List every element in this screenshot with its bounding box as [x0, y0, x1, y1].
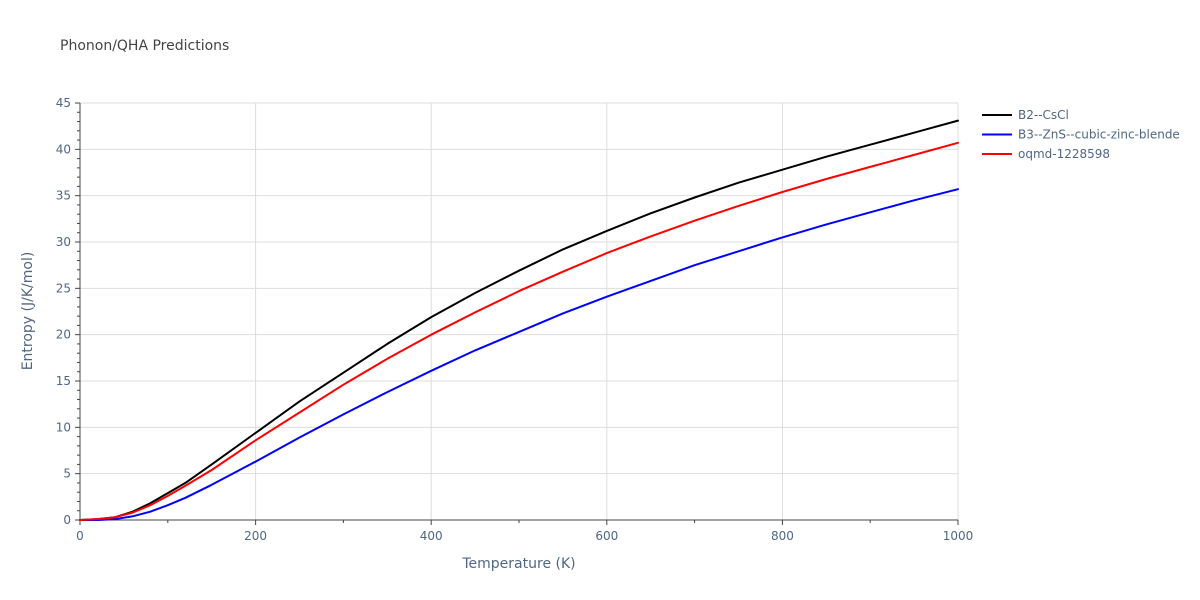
x-tick-label: 1000 — [943, 529, 974, 543]
y-tick-label: 45 — [56, 96, 71, 110]
x-axis-title: Temperature (K) — [461, 556, 575, 572]
y-tick-label: 15 — [56, 374, 71, 388]
x-tick-label: 200 — [244, 529, 267, 543]
series-line-1 — [79, 188, 959, 521]
legend-label-2: oqmd-1228598 — [1018, 147, 1110, 161]
x-tick-label: 600 — [595, 529, 618, 543]
x-tick-label: 0 — [76, 529, 84, 543]
series-lines — [79, 119, 959, 521]
x-tick-label: 800 — [771, 529, 794, 543]
legend-label-1: B3--ZnS--cubic-zinc-blende — [1018, 128, 1180, 142]
grid-lines — [80, 102, 959, 520]
axes: 0 200 400 600 800 1000 0 5 10 15 20 25 30 35 40 45 — [56, 96, 974, 543]
y-tick-label: 0 — [63, 513, 71, 527]
y-tick-label: 40 — [56, 142, 71, 156]
y-tick-label: 30 — [56, 235, 71, 249]
chart-title: Phonon/QHA Predictions — [60, 38, 229, 54]
y-tick-label: 25 — [56, 281, 71, 295]
legend: B2--CsCl B3--ZnS--cubic-zinc-blende oqmd-1… — [982, 108, 1180, 161]
y-tick-label: 35 — [56, 189, 71, 203]
y-tick-label: 5 — [63, 467, 71, 481]
series-line-2 — [79, 141, 959, 521]
y-axis-title: Entropy (J/K/mol) — [20, 252, 36, 371]
y-tick-label: 20 — [56, 328, 71, 342]
x-tick-label: 400 — [420, 529, 443, 543]
legend-label-0: B2--CsCl — [1018, 108, 1069, 122]
y-tick-label: 10 — [56, 420, 71, 434]
series-line-0 — [79, 119, 959, 521]
